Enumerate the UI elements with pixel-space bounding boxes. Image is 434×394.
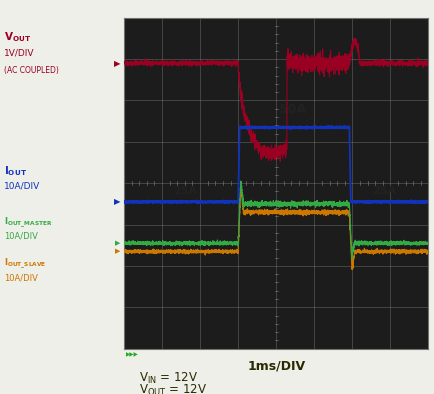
- Text: ▶: ▶: [114, 59, 120, 68]
- Text: ▶▶▶: ▶▶▶: [126, 353, 138, 358]
- Text: (AC COUPLED): (AC COUPLED): [4, 67, 59, 75]
- Text: 50A: 50A: [279, 103, 306, 116]
- Text: 10A/DIV: 10A/DIV: [4, 182, 40, 190]
- Text: I$_\mathregular{OUT}$: I$_\mathregular{OUT}$: [4, 164, 27, 178]
- Text: ▶: ▶: [115, 240, 120, 246]
- Text: V$_\mathregular{IN}$ = 12V: V$_\mathregular{IN}$ = 12V: [139, 371, 198, 386]
- Text: 1ms/DIV: 1ms/DIV: [247, 359, 305, 372]
- Text: 25A: 25A: [372, 186, 395, 195]
- Text: ▶: ▶: [115, 249, 120, 255]
- Text: V$_\mathregular{OUT}$ = 12V: V$_\mathregular{OUT}$ = 12V: [139, 383, 207, 394]
- Text: I$_\mathregular{OUT\_MASTER}$: I$_\mathregular{OUT\_MASTER}$: [4, 216, 53, 230]
- Text: 25A: 25A: [172, 186, 197, 195]
- Text: 10A/DIV: 10A/DIV: [4, 273, 38, 282]
- Text: 10A/DIV: 10A/DIV: [4, 232, 38, 241]
- Text: ▶: ▶: [114, 197, 120, 206]
- Text: 1V/DIV: 1V/DIV: [4, 49, 35, 58]
- Text: V$_\mathregular{OUT}$: V$_\mathregular{OUT}$: [4, 30, 32, 45]
- Text: I$_\mathregular{OUT\_SLAVE}$: I$_\mathregular{OUT\_SLAVE}$: [4, 257, 47, 271]
